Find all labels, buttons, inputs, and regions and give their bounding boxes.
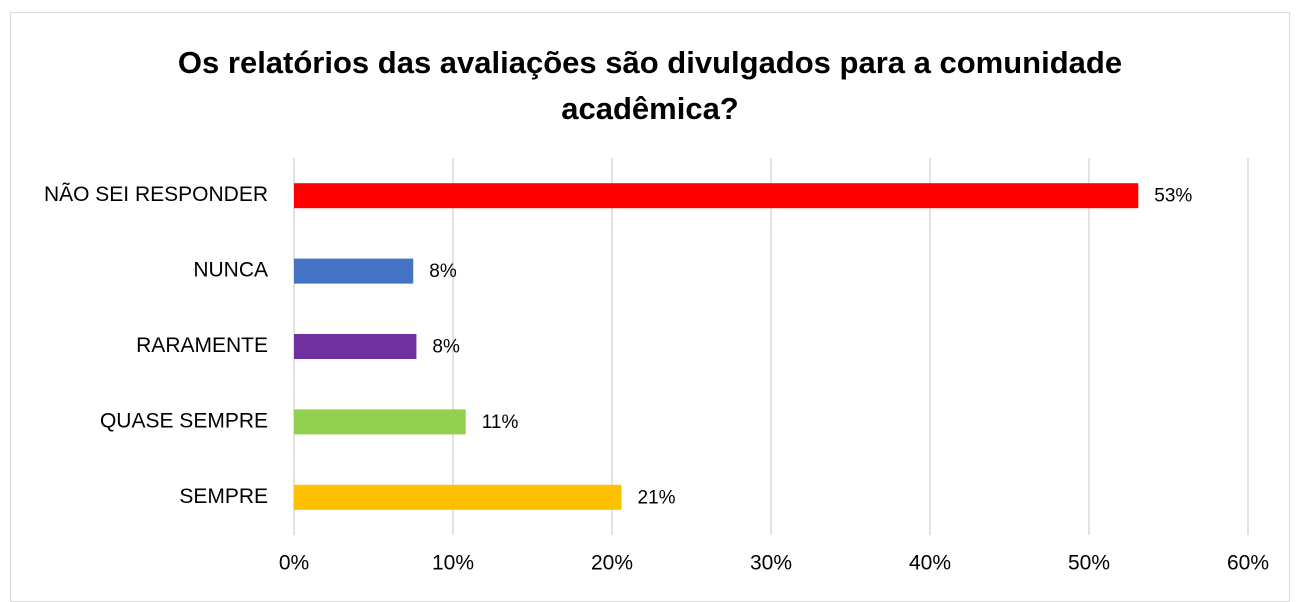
bar (294, 183, 1139, 209)
y-tick-label: NÃO SEI RESPONDER (44, 182, 268, 206)
bar (294, 484, 622, 510)
data-label: 21% (638, 487, 676, 508)
x-tick-label: 40% (909, 552, 951, 575)
data-label: 53% (1154, 186, 1192, 207)
y-tick-label: SEMPRE (179, 485, 268, 508)
data-label: 8% (429, 261, 457, 282)
data-label: 8% (432, 337, 460, 358)
chart-title: Os relatórios das avaliações são divulga… (177, 45, 1123, 126)
data-label: 11% (482, 412, 519, 433)
bar (294, 409, 466, 435)
bar (294, 258, 414, 284)
y-tick-label: RARAMENTE (136, 334, 268, 357)
y-tick-label: QUASE SEMPRE (100, 409, 268, 432)
y-tick-label: NUNCA (193, 259, 268, 282)
chart: 0% 10% 20% 30% 40% 50% 60% NÃO SEI RESPONDER 53%… (44, 158, 1269, 575)
x-tick-label: 0% (279, 552, 309, 575)
x-tick-label: 30% (750, 552, 792, 575)
x-tick-label: 60% (1227, 552, 1269, 575)
x-tick-label: 10% (432, 552, 474, 575)
x-tick-label: 50% (1068, 552, 1110, 575)
chart-container: 0% 10% 20% 30% 40% 50% 60% NÃO SEI RESPONDER 53%… (10, 12, 1290, 602)
x-tick-label: 20% (591, 552, 633, 575)
bar (294, 334, 417, 359)
